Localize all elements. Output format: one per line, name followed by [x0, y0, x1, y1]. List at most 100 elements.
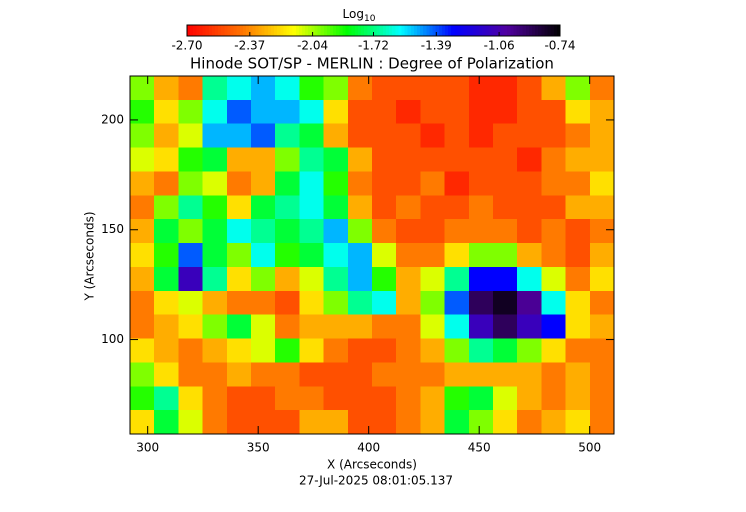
heatmap-cell	[299, 147, 325, 172]
colorbar-swatch	[308, 25, 312, 36]
heatmap-cell	[251, 171, 276, 196]
colorbar-swatch	[267, 25, 272, 36]
heatmap-cell	[202, 314, 228, 340]
heatmap-cell	[468, 362, 494, 387]
heatmap-cell	[372, 338, 397, 363]
heatmap-cell	[468, 243, 494, 268]
heatmap-cell	[468, 123, 494, 149]
heatmap-cell	[323, 219, 349, 244]
colorbar-swatch	[283, 25, 288, 36]
colorbar-swatch	[513, 25, 518, 36]
colorbar-swatch	[292, 25, 297, 36]
heatmap-cell	[154, 362, 179, 387]
colorbar-tick-label: -2.70	[171, 39, 202, 53]
heatmap-cell	[420, 290, 446, 316]
colorbar-swatch	[389, 25, 393, 36]
heatmap-cell	[493, 314, 518, 340]
heatmap-cell	[565, 290, 591, 316]
colorbar-swatch	[277, 25, 281, 36]
heatmap-cell	[130, 219, 155, 244]
heatmap-cell	[372, 123, 397, 149]
heatmap-cell	[372, 195, 397, 220]
heatmap-cell	[202, 243, 228, 268]
heatmap-cell	[130, 76, 155, 101]
heatmap-cell	[444, 290, 470, 316]
heatmap-cell	[493, 338, 518, 363]
colorbar-swatch	[199, 25, 204, 36]
heatmap-cell	[372, 362, 397, 387]
colorbar-swatch	[544, 25, 549, 36]
heatmap-cell	[420, 99, 446, 125]
colorbar-swatch	[482, 25, 486, 36]
colorbar-swatch	[233, 25, 238, 36]
heatmap-cell	[347, 219, 373, 244]
colorbar-swatch	[246, 25, 250, 36]
heatmap-cell	[275, 290, 300, 316]
colorbar-swatch	[417, 25, 421, 36]
heatmap-cell	[275, 362, 300, 387]
heatmap-cell	[226, 290, 252, 316]
colorbar-swatch	[494, 25, 499, 36]
heatmap-cell	[347, 266, 373, 292]
heatmap-cell	[468, 410, 494, 435]
colorbar-swatch	[407, 25, 412, 36]
heatmap-cell	[420, 219, 446, 244]
heatmap-cell	[493, 243, 518, 268]
heatmap-cell	[565, 386, 591, 411]
heatmap-cell	[589, 99, 615, 125]
heatmap-cell	[517, 362, 542, 387]
colorbar-swatch	[379, 25, 384, 36]
colorbar-swatch	[258, 25, 263, 36]
heatmap-cell	[589, 243, 615, 268]
colorbar-swatch	[208, 25, 213, 36]
colorbar-swatch	[410, 25, 415, 36]
heatmap-cell	[468, 338, 494, 363]
heatmap-cell	[130, 314, 155, 340]
heatmap-cell	[226, 410, 252, 435]
colorbar-swatch	[230, 25, 235, 36]
colorbar-swatch	[398, 25, 403, 36]
heatmap-cell	[130, 123, 155, 149]
heatmap-cell	[130, 338, 155, 363]
heatmap-cell	[372, 386, 397, 411]
heatmap-cell	[589, 338, 615, 363]
heatmap-cell	[323, 123, 349, 149]
heatmap-cell	[517, 99, 542, 125]
heatmap-cell	[226, 76, 252, 101]
heatmap-cell	[347, 290, 373, 316]
heatmap-cell	[226, 362, 252, 387]
heatmap-cell	[299, 290, 325, 316]
heatmap-cell	[130, 266, 155, 292]
heatmap-cell	[323, 338, 349, 363]
colorbar-swatch	[255, 25, 260, 36]
heatmap-cell	[493, 386, 518, 411]
heatmap-cell	[178, 99, 204, 125]
heatmap-cell	[323, 386, 349, 411]
heatmap-cell	[468, 171, 494, 196]
heatmap-cell	[541, 123, 567, 149]
heatmap-cell	[226, 243, 252, 268]
heatmap-cell	[178, 290, 204, 316]
colorbar-swatch	[395, 25, 399, 36]
heatmap-cell	[226, 123, 252, 149]
colorbar-swatch	[420, 25, 424, 36]
heatmap-cell	[517, 219, 542, 244]
heatmap-cell	[589, 314, 615, 340]
colorbar-swatch	[317, 25, 322, 36]
colorbar-swatch	[479, 25, 483, 36]
colorbar-swatch	[289, 25, 294, 36]
heatmap-cell	[396, 76, 421, 101]
heatmap-cell	[251, 314, 276, 340]
heatmap-cell	[396, 171, 421, 196]
colorbar-swatch	[485, 25, 490, 36]
colorbar-swatch	[463, 25, 468, 36]
colorbar-swatch	[438, 25, 443, 36]
colorbar-swatch	[264, 25, 269, 36]
colorbar-swatch	[314, 25, 319, 36]
heatmap-cell	[202, 410, 228, 435]
heatmap-cell	[202, 290, 228, 316]
colorbar-swatch	[311, 25, 316, 36]
heatmap-cell	[251, 386, 276, 411]
heatmap-cell	[589, 147, 615, 172]
heatmap-cell	[517, 386, 542, 411]
